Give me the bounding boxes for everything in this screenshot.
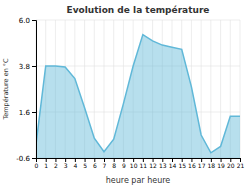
tick: 3 <box>64 158 68 169</box>
title: Evolution de la température <box>67 5 210 15</box>
tick: 1.6 <box>19 109 36 117</box>
tick-label: 2 <box>54 162 58 169</box>
y-axis-title: Température en °C <box>2 58 10 121</box>
tick-label: 0 <box>35 162 39 169</box>
tick-label: 21 <box>237 162 245 169</box>
tick: 6 <box>93 158 97 169</box>
tick-label: 4 <box>73 162 77 169</box>
tick-label: 14 <box>169 162 177 169</box>
tick: 17 <box>198 158 206 169</box>
tick: 2 <box>54 158 58 169</box>
tick: 18 <box>208 158 216 169</box>
tick-label: -0.6 <box>16 155 30 163</box>
tick: 12 <box>149 158 157 169</box>
tick-label: 3.8 <box>19 63 30 71</box>
tick: 8 <box>112 158 116 169</box>
grid-line-x <box>104 20 105 158</box>
tick-label: 19 <box>217 162 225 169</box>
tick: 19 <box>217 158 225 169</box>
tick: 16 <box>188 158 196 169</box>
tick-label: 3 <box>64 162 68 169</box>
tick-label: 16 <box>188 162 196 169</box>
tick-label: 8 <box>112 162 116 169</box>
tick-label: 1 <box>44 162 48 169</box>
tick-label: 10 <box>130 162 138 169</box>
tick-label: 13 <box>159 162 167 169</box>
area <box>36 35 240 158</box>
tick: 7 <box>103 158 107 169</box>
x-axis: 0123456789101112131415161718192021 <box>35 158 245 169</box>
tick-mark <box>32 20 36 21</box>
grid-line-y <box>36 20 240 21</box>
grid-line-x <box>210 20 211 158</box>
tick: 20 <box>227 158 235 169</box>
tick: 5 <box>83 158 87 169</box>
tick: 9 <box>122 158 126 169</box>
tick: 14 <box>169 158 177 169</box>
tick: 1 <box>44 158 48 169</box>
tick-label: 18 <box>208 162 216 169</box>
line <box>36 35 240 153</box>
tick: 6.0 <box>19 17 36 25</box>
x-axis-title: heure par heure <box>106 176 171 185</box>
tick: 11 <box>140 158 148 169</box>
tick: 21 <box>237 158 245 169</box>
grid-line-x <box>220 20 221 158</box>
tick-mark <box>32 158 36 159</box>
tick-label: 11 <box>140 162 148 169</box>
tick-label: 12 <box>149 162 157 169</box>
chart: 0123456789101112131415161718192021-0.61.… <box>0 0 250 188</box>
tick-label: 9 <box>122 162 126 169</box>
tick: 0 <box>35 158 39 169</box>
tick-label: 6.0 <box>19 17 30 25</box>
tick: 13 <box>159 158 167 169</box>
tick: 15 <box>178 158 186 169</box>
tick: 3.8 <box>19 63 36 71</box>
tick-label: 17 <box>198 162 206 169</box>
axis-line <box>32 21 37 159</box>
tick-mark <box>32 66 36 67</box>
tick-label: 20 <box>227 162 235 169</box>
tick-label: 1.6 <box>19 109 31 117</box>
tick: 10 <box>130 158 138 169</box>
tick-label: 5 <box>83 162 87 169</box>
tick-label: 15 <box>178 162 186 169</box>
tick-mark <box>32 112 36 113</box>
tick-label: 6 <box>93 162 97 169</box>
tick: -0.6 <box>16 155 36 163</box>
grid <box>36 20 240 158</box>
y-axis: -0.6 1.6 3.8 6.0 <box>16 17 36 163</box>
plot-area: 0123456789101112131415161718192021-0.61.… <box>16 17 244 170</box>
marks <box>36 35 240 158</box>
tick-label: 7 <box>103 162 107 169</box>
tick: 4 <box>73 158 77 169</box>
